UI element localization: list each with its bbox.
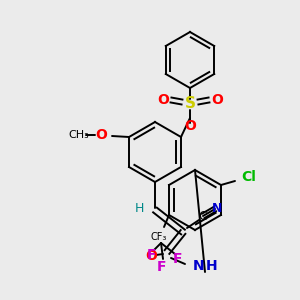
Text: O: O [211,93,223,107]
Text: CH₃: CH₃ [69,130,89,140]
Text: H: H [206,259,218,273]
Text: O: O [95,128,107,142]
Text: C: C [199,209,207,223]
Text: O: O [145,249,157,263]
Text: O: O [184,119,196,133]
Text: CF₃: CF₃ [151,232,167,242]
Text: S: S [184,97,196,112]
Text: F: F [146,248,156,262]
Text: F: F [172,252,182,266]
Text: N: N [212,202,222,214]
Text: N: N [193,259,205,273]
Text: F: F [156,260,166,274]
Text: O: O [157,93,169,107]
Text: H: H [134,202,144,214]
Text: Cl: Cl [242,170,256,184]
